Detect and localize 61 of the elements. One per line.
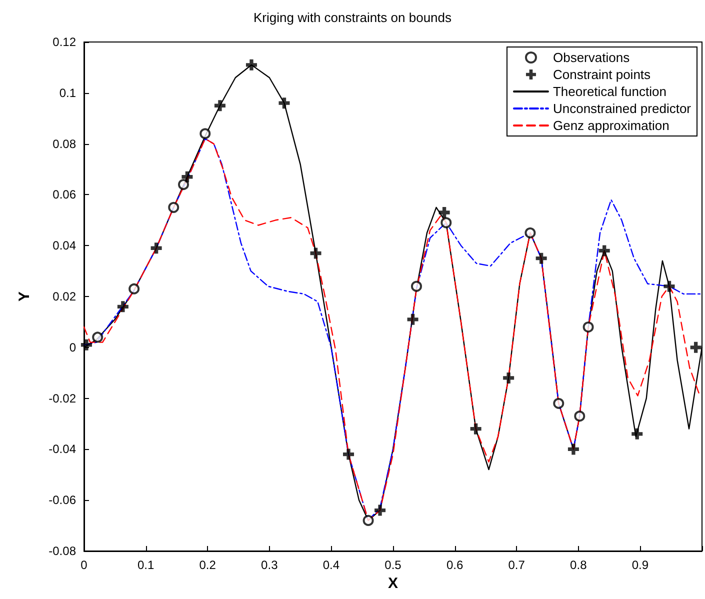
point <box>362 514 374 526</box>
y-tick-label: 0.12 <box>52 35 76 49</box>
legend-label: Observations <box>552 50 630 65</box>
point <box>278 98 290 109</box>
y-tick-label: 0.04 <box>52 238 76 253</box>
point <box>503 372 514 384</box>
x-tick-label: 0.2 <box>199 558 216 572</box>
legend-label: Theoretical function <box>552 84 666 99</box>
point <box>168 202 180 213</box>
y-tick-label: -0.04 <box>48 442 76 456</box>
y-tick-label: -0.08 <box>48 544 76 558</box>
point <box>440 217 452 228</box>
point <box>470 423 482 434</box>
point <box>524 227 536 238</box>
point <box>150 242 162 254</box>
point <box>574 410 586 422</box>
point <box>92 332 104 343</box>
point <box>374 504 386 516</box>
point <box>200 128 211 140</box>
x-tick-label: 0.5 <box>384 558 402 572</box>
legend-label: Genz approximation <box>552 118 670 133</box>
point <box>553 398 564 409</box>
x-tick-label: 0.6 <box>446 558 464 572</box>
point <box>664 280 675 292</box>
point <box>246 59 257 70</box>
y-tick-label: -0.02 <box>48 391 76 406</box>
y-tick-label: 0 <box>69 340 76 354</box>
y-tick-label: 0.1 <box>59 86 76 100</box>
point <box>128 283 140 294</box>
y-tick-label: 0.06 <box>52 188 76 202</box>
point <box>568 444 579 455</box>
point <box>80 339 92 350</box>
legend-label: Unconstrained predictor <box>552 101 692 116</box>
x-axis-title: X <box>388 574 398 592</box>
point <box>178 179 189 190</box>
x-tick-label: 0.7 <box>508 558 526 572</box>
point <box>438 207 450 218</box>
point <box>410 280 422 292</box>
chart-title: Kriging with constraints on bounds <box>253 10 452 25</box>
point <box>598 245 610 256</box>
legend-label: Constraint points <box>552 67 652 82</box>
x-tick-label: 0.8 <box>570 558 588 572</box>
point <box>407 314 418 325</box>
point <box>582 322 594 333</box>
point <box>182 171 193 182</box>
x-tick-label: 0.1 <box>137 558 154 572</box>
y-tick-label: 0.08 <box>52 136 76 151</box>
point <box>536 252 547 264</box>
y-axis-title: Y <box>16 291 33 302</box>
y-tick-label: -0.06 <box>48 493 76 508</box>
x-tick-label: 0 <box>80 558 88 572</box>
point <box>117 301 128 312</box>
point <box>214 100 226 112</box>
point <box>343 448 354 460</box>
point <box>690 342 702 353</box>
point <box>310 248 322 259</box>
x-tick-label: 0.3 <box>261 558 278 572</box>
x-tick-label: 0.4 <box>322 558 340 572</box>
point <box>632 428 643 440</box>
x-tick-label: 0.9 <box>632 558 649 572</box>
y-tick-label: 0.02 <box>52 290 76 304</box>
